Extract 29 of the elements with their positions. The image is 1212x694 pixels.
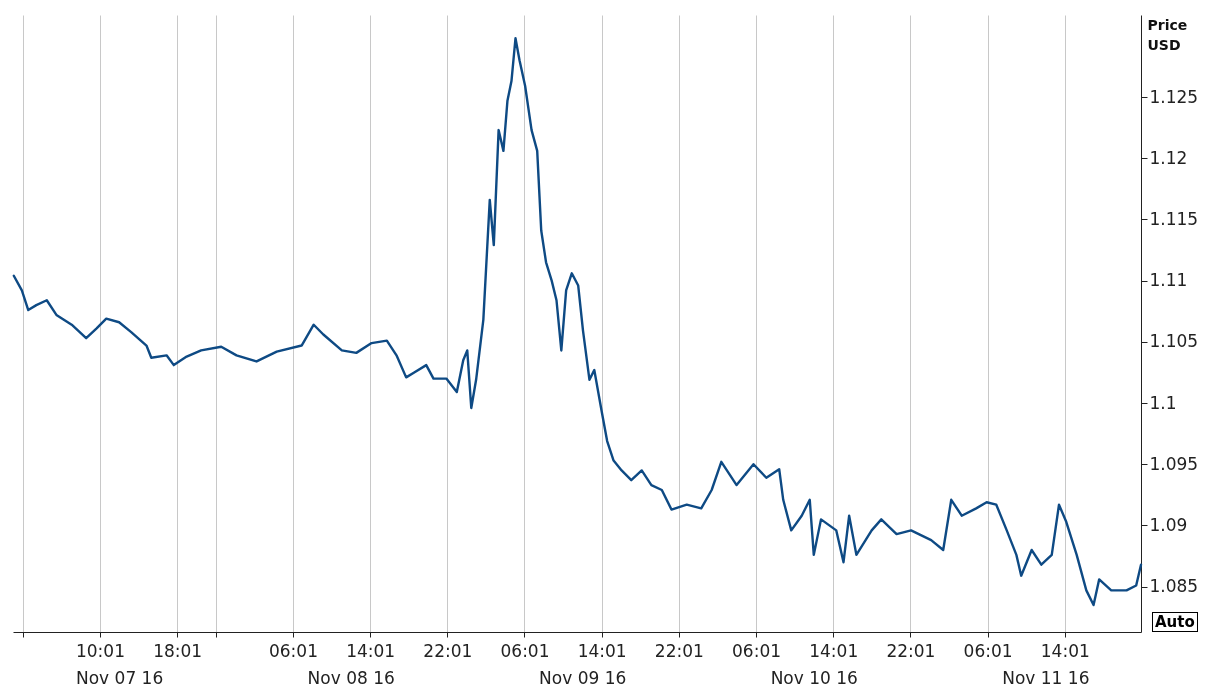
- x-tick-label: 14:01: [577, 640, 627, 661]
- y-tick-label: 1.125: [1149, 86, 1199, 107]
- x-tick-label: 10:01: [75, 640, 125, 661]
- y-tick-label: 1.115: [1149, 208, 1199, 229]
- y-tick-label: 1.085: [1149, 576, 1199, 597]
- y-tick-label: 1.105: [1149, 331, 1199, 352]
- x2-tick-label: Nov 09 16: [539, 667, 627, 688]
- x2-tick-label: Nov 08 16: [307, 667, 395, 688]
- y-tick-label: 1.1: [1149, 392, 1177, 413]
- x2-tick-label: Nov 11 16: [1002, 667, 1090, 688]
- text: Auto: [1152, 612, 1198, 632]
- x2-tick-label: Nov 07 16: [76, 667, 164, 688]
- x-tick-label: 06:01: [500, 640, 550, 661]
- y-tick-label: 1.12: [1149, 147, 1188, 168]
- y-tick-label: 1.09: [1149, 514, 1188, 535]
- y-tick-label: 1.095: [1149, 453, 1199, 474]
- x-tick-label: 14:01: [346, 640, 396, 661]
- x-tick-label: 22:01: [886, 640, 936, 661]
- x-tick-label: 06:01: [732, 640, 782, 661]
- x-tick-label: 22:01: [423, 640, 473, 661]
- x-tick-label: 14:01: [1040, 640, 1090, 661]
- x-tick-label: 06:01: [963, 640, 1013, 661]
- x2-tick-label: Nov 10 16: [770, 667, 858, 688]
- x-tick-label: 22:01: [654, 640, 704, 661]
- x-tick-label: 06:01: [268, 640, 318, 661]
- y-axis-title: Price USD: [1147, 16, 1188, 53]
- y-tick-label: 1.11: [1149, 270, 1188, 291]
- x-tick-label: 14:01: [809, 640, 859, 661]
- x-tick-label: 18:01: [153, 640, 203, 661]
